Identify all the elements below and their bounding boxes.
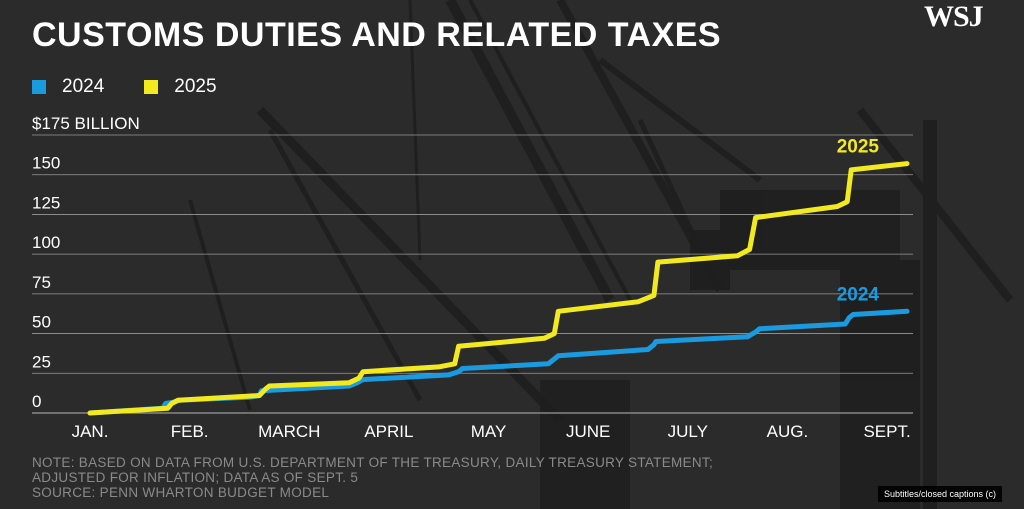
series-end-label-2024: 2024 [837, 284, 880, 305]
y-tick-label-75: 75 [32, 273, 51, 292]
legend-swatch-2025 [144, 80, 159, 94]
subtitles-button[interactable]: Subtitles/closed captions (c) [878, 486, 1003, 502]
y-tick-label-125: 125 [32, 193, 60, 212]
x-tick-label-aug: AUG. [767, 422, 809, 441]
x-tick-label-may: MAY [471, 422, 507, 441]
x-tick-label-march: MARCH [258, 422, 320, 441]
legend-swatch-2024 [32, 80, 46, 94]
y-tick-label-50: 50 [32, 313, 51, 332]
y-tick-label-175: $175 BILLION [32, 114, 140, 133]
x-axis-labels: JAN. FEB. MARCH APRIL MAY JUNE JULY AUG. SEPT. [72, 422, 911, 441]
x-tick-label-jan: JAN. [72, 422, 109, 441]
series-end-label-2025: 2025 [837, 137, 880, 158]
y-tick-label-100: 100 [32, 233, 60, 252]
note-line-1: NOTE: BASED ON DATA FROM U.S. DEPARTMENT… [32, 455, 714, 470]
grid-lines [32, 134, 913, 414]
note-source: SOURCE: PENN WHARTON BUDGET MODEL [32, 485, 330, 500]
y-tick-label-150: 150 [32, 154, 60, 173]
chart-legend: 2024 2025 [32, 76, 217, 98]
y-tick-label-25: 25 [32, 352, 51, 371]
legend-item-2024: 2024 [32, 76, 104, 98]
y-tick-label-0: 0 [32, 392, 41, 411]
wsj-logo: WSJ [924, 0, 984, 33]
x-tick-label-july: JULY [668, 422, 708, 441]
chart-title: CUSTOMS DUTIES AND RELATED TAXES [32, 16, 722, 54]
note-line-2: ADJUSTED FOR INFLATION; DATA AS OF SEPT.… [32, 470, 359, 485]
series-end-labels: 2024 2025 [837, 137, 880, 306]
x-tick-label-june: JUNE [566, 422, 610, 441]
chart-note: NOTE: BASED ON DATA FROM U.S. DEPARTMENT… [32, 455, 713, 500]
data-series [87, 161, 910, 416]
x-tick-label-april: APRIL [364, 422, 413, 441]
x-tick-label-feb: FEB. [171, 422, 209, 441]
legend-label-2024: 2024 [62, 76, 105, 97]
x-tick-label-sept: SEPT. [863, 422, 910, 441]
legend-label-2025: 2025 [174, 76, 217, 97]
series-line-2025 [87, 161, 910, 416]
y-axis-labels: 0 25 50 75 100 125 150 $175 BILLION [32, 114, 140, 411]
legend-item-2025: 2025 [144, 76, 217, 98]
